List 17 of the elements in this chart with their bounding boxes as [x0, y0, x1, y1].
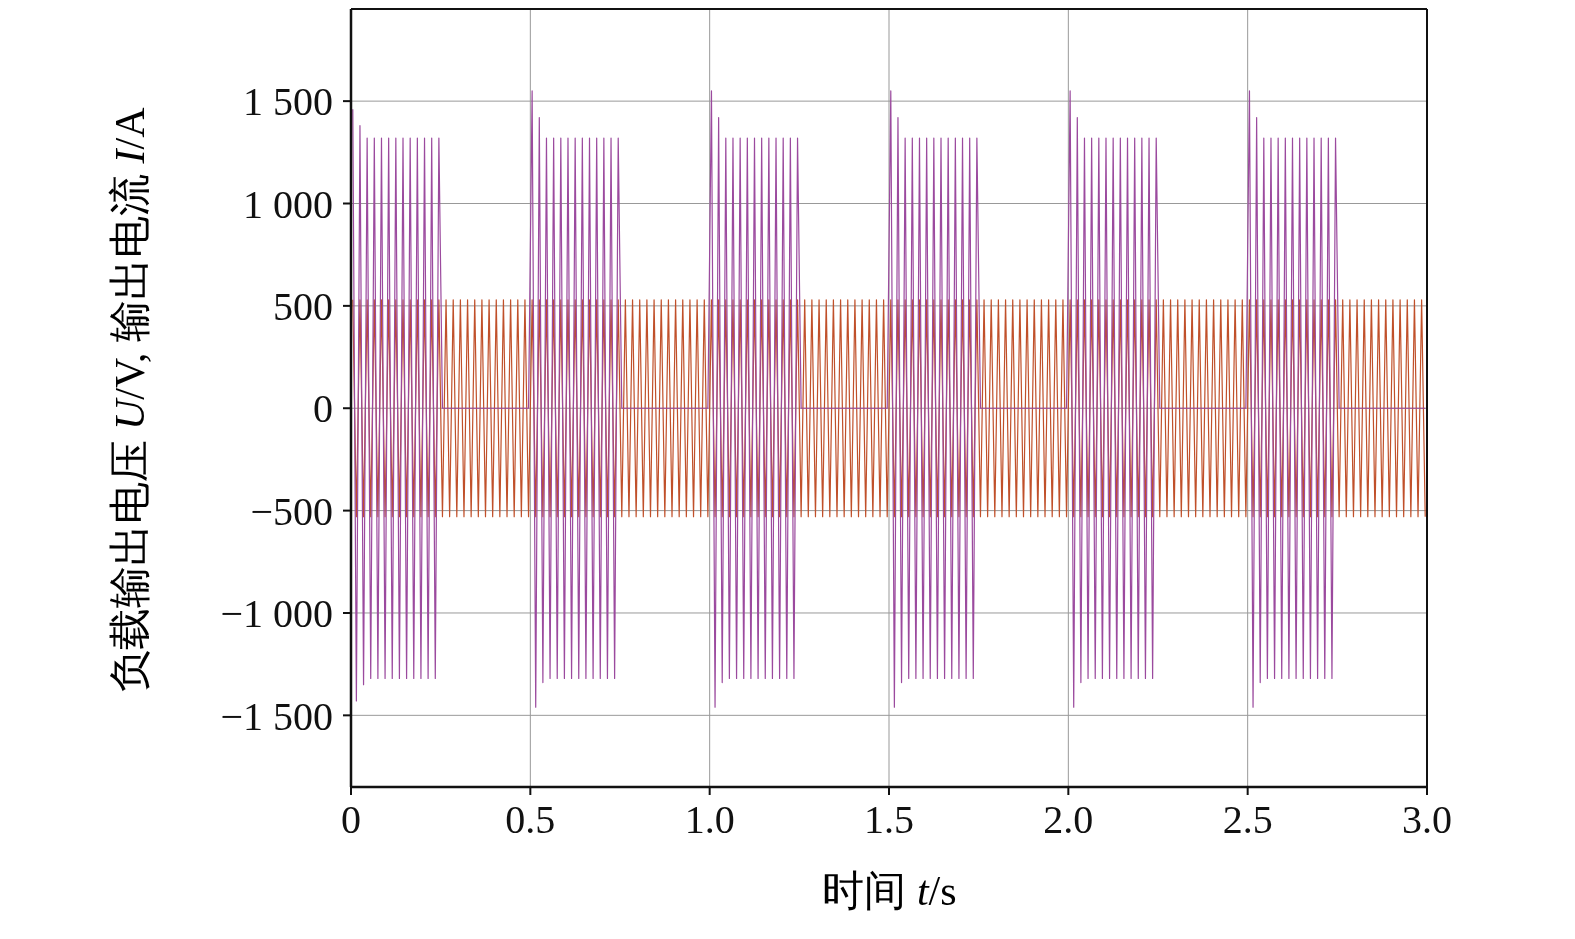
y-tick-label: 0 — [313, 386, 333, 432]
x-tick-label: 1.5 — [864, 797, 914, 843]
x-tick-label: 2.0 — [1043, 797, 1094, 843]
x-tick-label: 2.5 — [1222, 797, 1273, 843]
x-tick-label: 0 — [341, 797, 361, 843]
y-tick-label: 1 000 — [243, 181, 333, 227]
x-tick-label: 0.5 — [505, 797, 556, 843]
x-tick-label: 3.0 — [1402, 797, 1452, 843]
y-tick-label: 1 500 — [243, 79, 333, 125]
x-tick-label: 1.0 — [684, 797, 735, 843]
line-series — [352, 90, 1426, 708]
x-axis-title: 时间 t/s — [822, 868, 957, 914]
y-axis-title: 负载输出电压 U/V, 输出电流 I/A — [107, 107, 153, 693]
y-tick-label: 500 — [273, 284, 333, 330]
y-tick-label: −1 000 — [220, 591, 333, 637]
y-tick-label: −1 500 — [220, 693, 333, 739]
y-tick-label: −500 — [250, 488, 333, 534]
